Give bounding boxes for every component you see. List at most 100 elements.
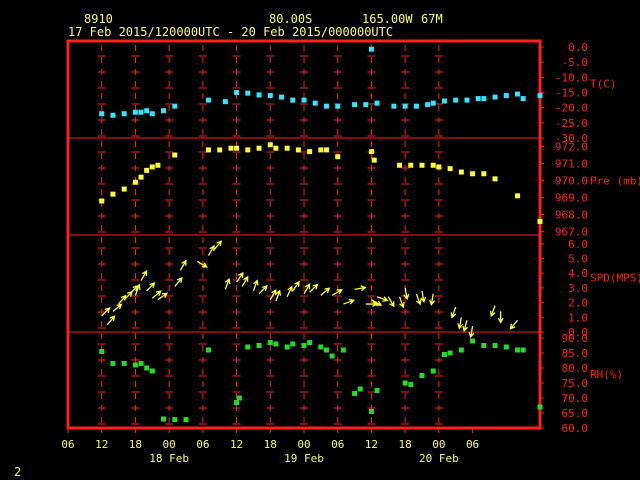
y-tick-label: 4.0 xyxy=(568,267,588,280)
wind-arrow xyxy=(151,290,162,299)
data-point xyxy=(256,145,262,151)
data-point xyxy=(132,109,138,115)
data-point xyxy=(301,97,307,103)
data-point xyxy=(99,111,105,117)
data-point xyxy=(503,93,509,99)
data-point xyxy=(408,382,414,387)
wind-arrow xyxy=(174,276,183,287)
data-point xyxy=(503,344,509,350)
x-tick-label: 00 xyxy=(163,438,176,451)
data-point xyxy=(172,417,178,423)
data-point xyxy=(352,102,358,108)
data-point xyxy=(475,96,481,102)
longitude: 165.00W xyxy=(362,12,413,26)
x-tick-label: 18 xyxy=(129,438,142,451)
wind-arrow xyxy=(509,319,519,330)
y-tick-label: 90.0 xyxy=(562,332,589,345)
data-point xyxy=(408,162,414,168)
wind-arrow xyxy=(275,289,282,302)
y-tick-label: 6.0 xyxy=(568,238,588,251)
data-point xyxy=(430,162,436,168)
y-tick-label: 0.0 xyxy=(568,326,588,339)
wind-arrow xyxy=(309,283,319,293)
data-point xyxy=(295,147,301,153)
x-tick-label: 12 xyxy=(365,438,378,451)
data-point xyxy=(515,91,521,97)
y-tick-label: 80.0 xyxy=(562,362,589,375)
data-point xyxy=(234,145,240,151)
data-point xyxy=(228,145,234,151)
y-tick-label: -5.0 xyxy=(562,56,589,69)
wind-arrow xyxy=(429,293,435,306)
data-point xyxy=(520,96,526,102)
data-point xyxy=(149,111,155,117)
data-point xyxy=(149,164,155,170)
data-point xyxy=(492,176,498,182)
data-point xyxy=(172,152,178,158)
data-point xyxy=(110,191,116,197)
data-point xyxy=(121,111,127,117)
data-point xyxy=(520,347,526,353)
wind-arrow xyxy=(365,301,379,308)
y-tick-label: 2.0 xyxy=(568,297,588,310)
data-point xyxy=(284,344,290,350)
data-point xyxy=(273,145,279,151)
wind-arrow xyxy=(112,303,123,312)
wind-arrow xyxy=(462,320,469,333)
data-point xyxy=(368,409,374,414)
wind-arrow xyxy=(468,326,475,339)
data-point xyxy=(368,149,374,155)
data-point xyxy=(481,96,487,102)
data-point xyxy=(301,343,307,348)
data-point xyxy=(441,352,447,357)
data-point xyxy=(161,108,167,114)
wind-arrow xyxy=(224,277,231,290)
data-point xyxy=(172,103,178,109)
y-tick-label: -30.0 xyxy=(555,132,588,145)
y-tick-label: 0.0 xyxy=(568,41,588,54)
wind-arrow xyxy=(146,282,156,292)
data-point xyxy=(256,343,262,348)
panel-label: SPD(MPS) xyxy=(590,272,640,285)
data-point xyxy=(205,147,211,153)
data-point xyxy=(515,193,521,199)
data-point xyxy=(436,164,442,170)
data-point xyxy=(290,97,296,103)
data-point xyxy=(99,349,105,354)
y-tick-label: 971.0 xyxy=(555,158,588,171)
elevation: 67M xyxy=(421,12,443,26)
data-point xyxy=(161,416,167,422)
date-label: 20 Feb xyxy=(419,452,459,465)
data-point xyxy=(245,344,251,350)
data-point xyxy=(335,103,341,109)
data-point xyxy=(290,341,296,347)
y-tick-label: 65.0 xyxy=(562,407,589,420)
page-number: 2 xyxy=(14,465,22,479)
wind-arrow xyxy=(354,285,367,292)
latitude: 80.00S xyxy=(269,12,313,26)
data-point xyxy=(458,347,464,353)
y-tick-label: 970.0 xyxy=(555,175,588,188)
data-point xyxy=(323,347,329,353)
y-tick-label: 3.0 xyxy=(568,282,588,295)
data-point xyxy=(121,361,127,366)
data-point xyxy=(430,100,436,106)
panel-label: RH(%) xyxy=(590,368,623,381)
date-label: 18 Feb xyxy=(149,452,189,465)
wind-arrow xyxy=(376,296,389,302)
x-tick-label: 18 xyxy=(264,438,277,451)
wind-arrow xyxy=(207,244,215,256)
time-period: 17 Feb 2015/120000UTC - 20 Feb 2015/0000… xyxy=(68,25,394,39)
data-point xyxy=(279,94,285,100)
wind-arrow xyxy=(286,285,293,298)
data-point xyxy=(183,417,189,423)
y-tick-label: -10.0 xyxy=(555,71,588,84)
wind-arrow xyxy=(157,292,169,301)
y-tick-label: -25.0 xyxy=(555,117,588,130)
data-point xyxy=(267,93,273,99)
data-point xyxy=(402,380,408,386)
wind-arrow xyxy=(387,296,395,308)
wind-arrow xyxy=(457,317,464,330)
data-point xyxy=(217,147,223,153)
y-tick-label: 70.0 xyxy=(562,392,589,405)
